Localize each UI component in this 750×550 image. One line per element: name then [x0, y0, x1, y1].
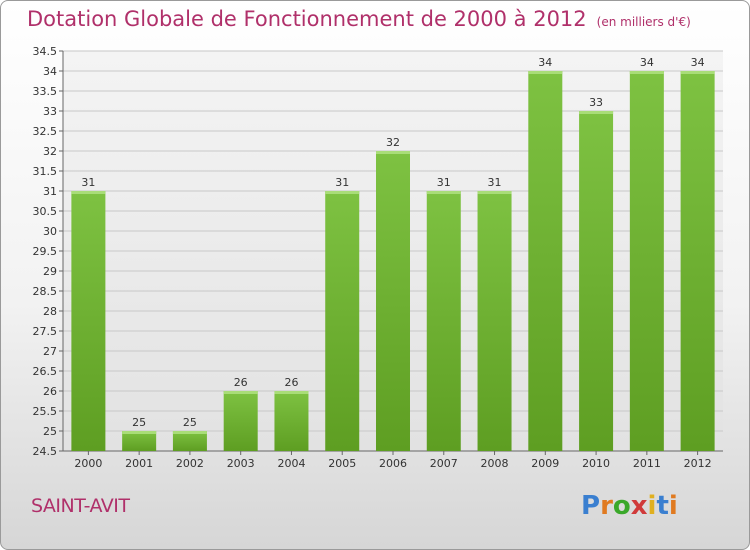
y-tick-label: 32.5: [33, 125, 58, 138]
commune-name: SAINT-AVIT: [31, 495, 130, 517]
bar-2005: [325, 191, 360, 451]
y-tick-label: 30.5: [33, 205, 58, 218]
proxiti-logo: Proxiti: [581, 491, 678, 521]
logo-letter: o: [612, 491, 631, 521]
value-label-2009: 34: [538, 56, 552, 69]
y-tick-label: 25: [43, 425, 57, 438]
logo-letter: x: [630, 491, 648, 521]
y-tick-label: 25.5: [33, 405, 58, 418]
value-label-2003: 26: [234, 376, 248, 389]
y-tick-label: 26: [43, 385, 57, 398]
value-label-2010: 33: [589, 96, 603, 109]
value-label-2012: 34: [691, 56, 705, 69]
bar-highlight: [274, 391, 309, 394]
x-tick-label-2011: 2011: [633, 457, 661, 470]
x-tick-label-2004: 2004: [277, 457, 305, 470]
y-tick-label: 29: [43, 265, 57, 278]
y-tick-label: 24.5: [33, 445, 58, 458]
x-tick-label-2003: 2003: [227, 457, 255, 470]
value-label-2001: 25: [132, 416, 146, 429]
y-tick-label: 34.5: [33, 45, 58, 58]
chart-title-text: Dotation Globale de Fonctionnement de 20…: [27, 7, 587, 31]
value-label-2002: 25: [183, 416, 197, 429]
bar-2003: [223, 391, 258, 451]
bar-2000: [71, 191, 106, 451]
bar-highlight: [71, 191, 106, 194]
bar-highlight: [223, 391, 258, 394]
logo-letter: i: [647, 491, 657, 521]
value-label-2000: 31: [81, 176, 95, 189]
y-tick-label: 34: [43, 65, 57, 78]
x-tick-label-2006: 2006: [379, 457, 407, 470]
y-tick-label: 33.5: [33, 85, 58, 98]
bar-2012: [680, 71, 715, 451]
bar-2010: [579, 111, 614, 451]
chart-title: Dotation Globale de Fonctionnement de 20…: [27, 7, 691, 31]
value-label-2004: 26: [284, 376, 298, 389]
bar-highlight: [680, 71, 715, 74]
bar-2007: [426, 191, 461, 451]
value-label-2005: 31: [335, 176, 349, 189]
x-tick-label-2008: 2008: [481, 457, 509, 470]
bar-highlight: [426, 191, 461, 194]
x-tick-label-2002: 2002: [176, 457, 204, 470]
y-tick-label: 31: [43, 185, 57, 198]
y-tick-label: 33: [43, 105, 57, 118]
y-tick-label: 27.5: [33, 325, 58, 338]
y-tick-label: 30: [43, 225, 57, 238]
logo-letter: i: [668, 491, 678, 521]
value-label-2007: 31: [437, 176, 451, 189]
x-tick-label-2012: 2012: [684, 457, 712, 470]
bar-highlight: [376, 151, 410, 154]
x-tick-label-2000: 2000: [74, 457, 102, 470]
y-tick-label: 26.5: [33, 365, 58, 378]
unit-note: (en milliers d'€): [596, 15, 691, 29]
logo-letter: P: [581, 491, 601, 521]
y-tick-label: 28: [43, 305, 57, 318]
x-tick-label-2007: 2007: [430, 457, 458, 470]
x-tick-label-2009: 2009: [531, 457, 559, 470]
bar-2002: [172, 431, 207, 451]
x-tick-label-2005: 2005: [328, 457, 356, 470]
bar-highlight: [325, 191, 360, 194]
bar-highlight: [172, 431, 207, 434]
value-label-2006: 32: [386, 136, 400, 149]
bar-2004: [274, 391, 309, 451]
logo-letter: r: [600, 491, 613, 521]
y-tick-label: 28.5: [33, 285, 58, 298]
y-tick-label: 29.5: [33, 245, 58, 258]
bar-2006: [376, 151, 410, 451]
y-tick-label: 27: [43, 345, 57, 358]
bar-highlight: [579, 111, 614, 114]
bar-highlight: [528, 71, 563, 74]
bar-2008: [477, 191, 512, 451]
y-tick-label: 31.5: [33, 165, 58, 178]
bar-highlight: [477, 191, 512, 194]
value-label-2008: 31: [488, 176, 502, 189]
logo-letter: t: [656, 491, 669, 521]
value-label-2011: 34: [640, 56, 654, 69]
bar-2001: [122, 431, 157, 451]
y-tick-label: 32: [43, 145, 57, 158]
x-tick-label-2010: 2010: [582, 457, 610, 470]
bar-2011: [629, 71, 664, 451]
bar-highlight: [629, 71, 664, 74]
bar-highlight: [122, 431, 157, 434]
bar-2009: [528, 71, 563, 451]
x-tick-label-2001: 2001: [125, 457, 153, 470]
